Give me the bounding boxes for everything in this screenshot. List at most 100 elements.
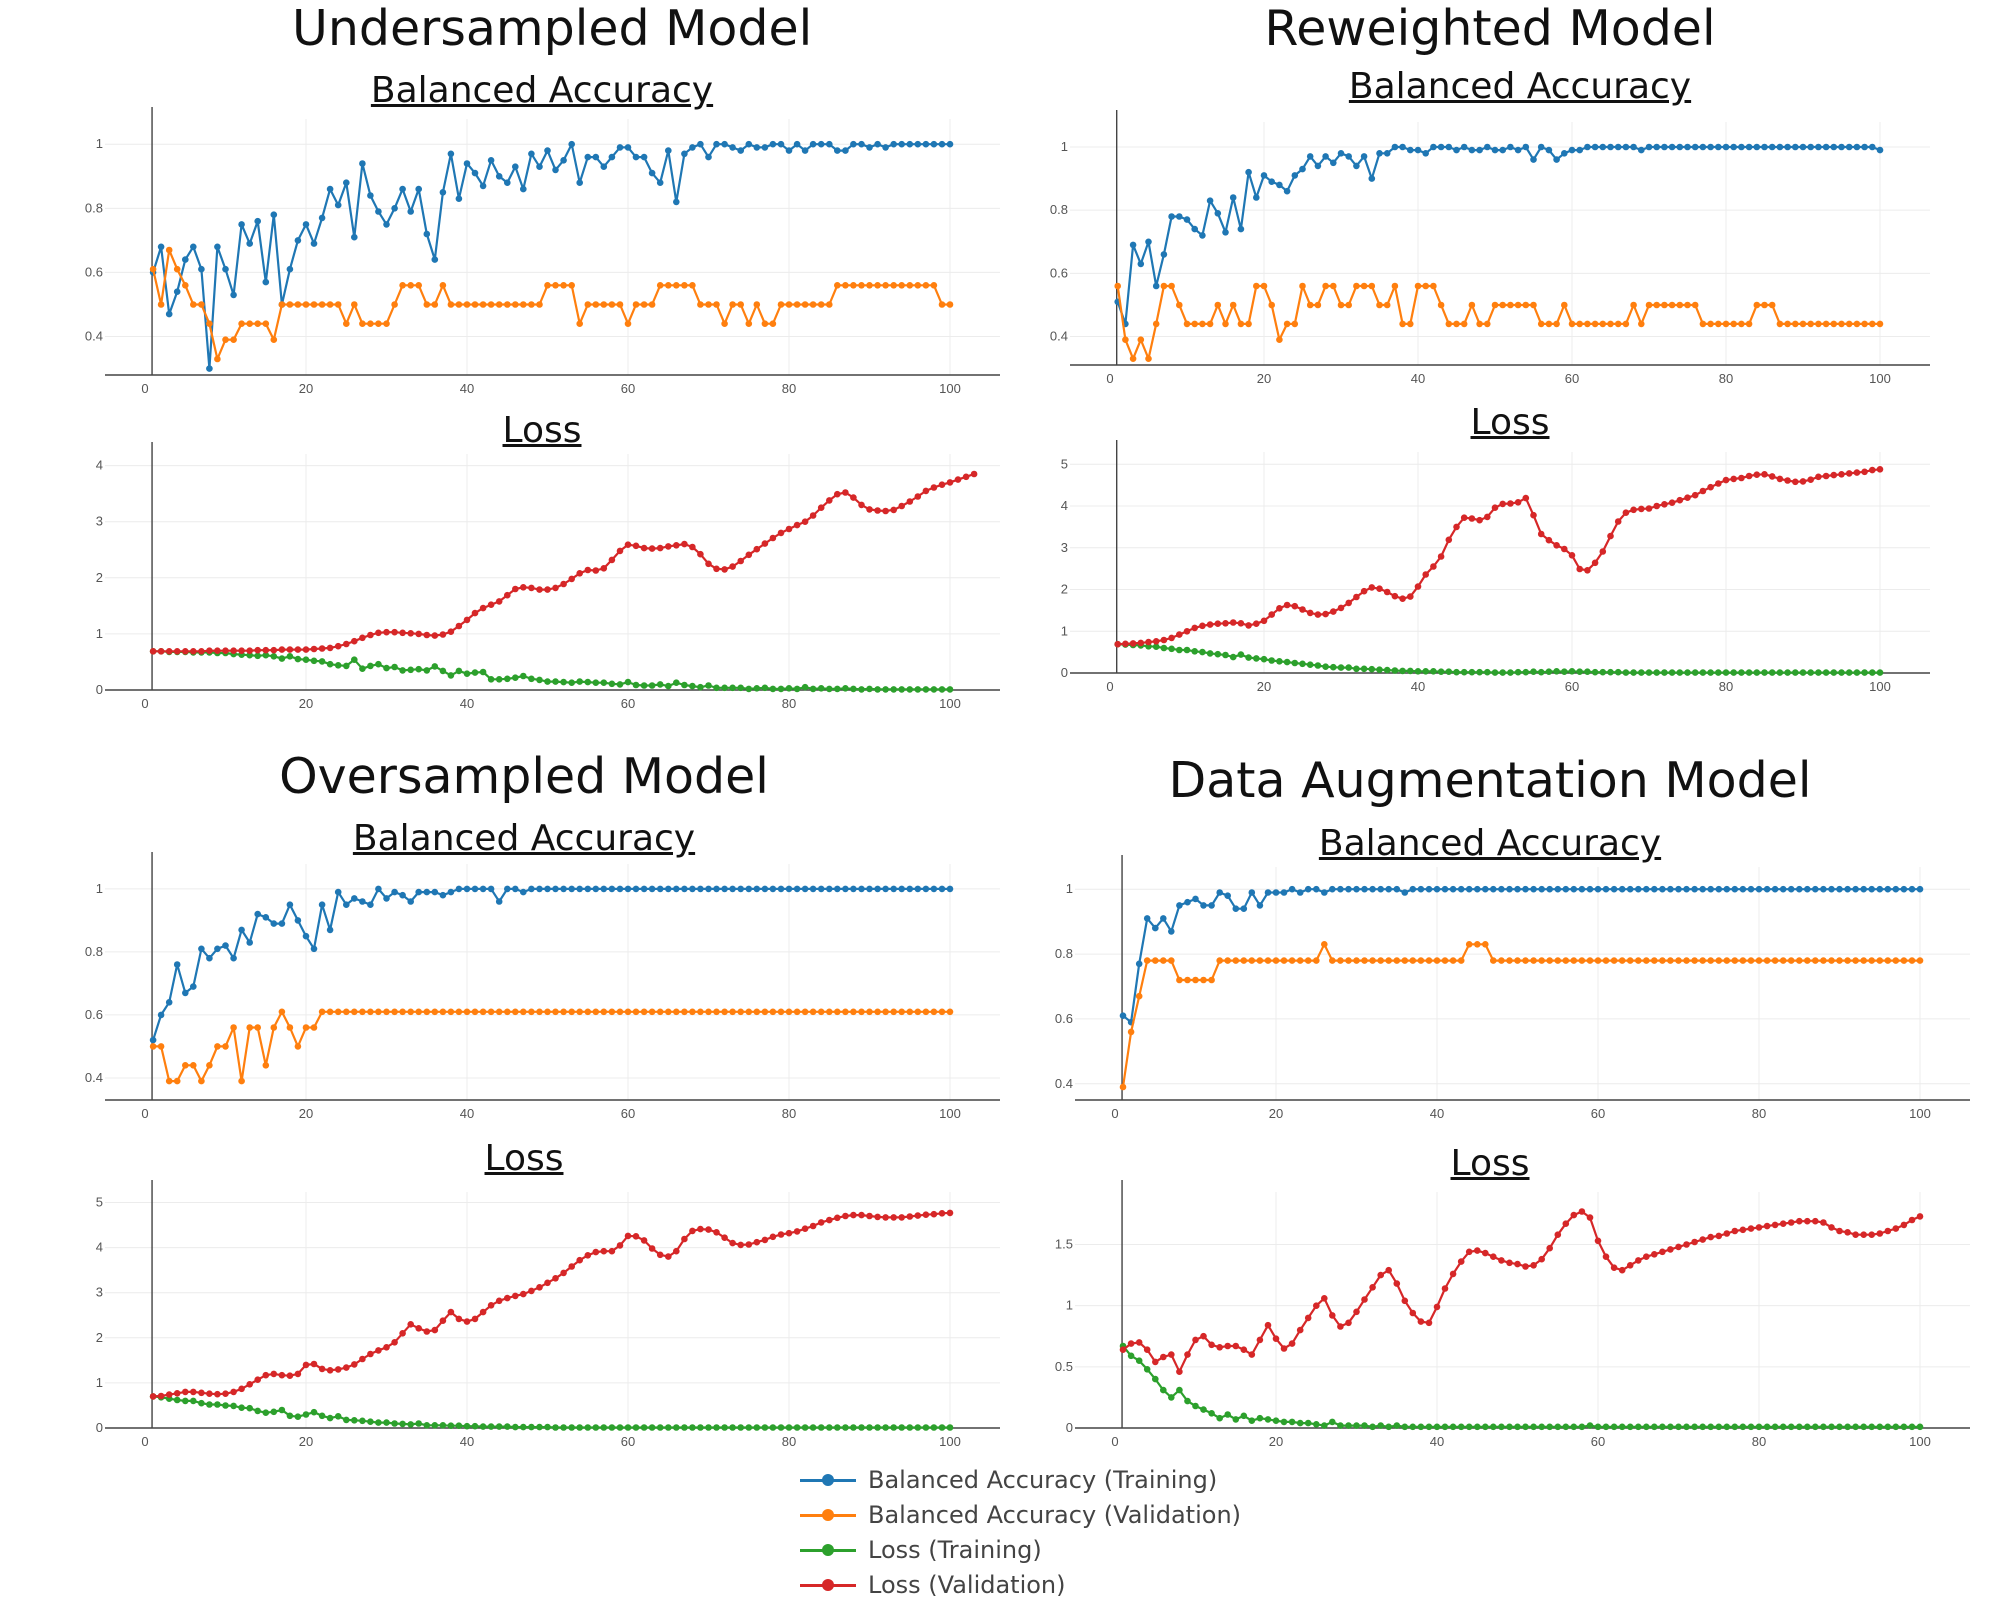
data-point — [1214, 210, 1222, 217]
data-point — [246, 320, 253, 328]
legend-item[interactable]: Balanced Accuracy (Training) — [800, 1462, 1241, 1497]
data-point — [640, 682, 648, 689]
data-point — [1385, 1423, 1392, 1431]
data-point — [471, 169, 479, 177]
data-point — [1409, 1423, 1417, 1431]
data-point — [383, 320, 390, 328]
data-point — [1916, 957, 1924, 964]
data-point — [793, 521, 801, 529]
legend-item[interactable]: Loss (Validation) — [800, 1567, 1241, 1602]
data-point — [1522, 1263, 1529, 1270]
data-point — [1546, 1244, 1553, 1252]
data-point — [1707, 957, 1714, 964]
x-tick-label: 40 — [1430, 1434, 1444, 1449]
data-point — [1383, 588, 1391, 596]
data-point — [616, 301, 624, 308]
data-point — [946, 1209, 954, 1217]
data-point — [1799, 143, 1807, 151]
data-point — [1538, 885, 1545, 893]
data-point — [1383, 666, 1391, 674]
data-point — [1659, 885, 1666, 893]
data-point — [1607, 532, 1614, 540]
data-point — [1614, 143, 1622, 151]
data-point — [1844, 1423, 1851, 1431]
data-point — [1845, 470, 1853, 477]
data-point — [270, 1024, 278, 1031]
legend-item[interactable]: Loss (Training) — [800, 1532, 1241, 1567]
data-point — [1651, 1423, 1658, 1431]
data-point — [536, 1008, 543, 1016]
data-point — [1900, 1423, 1908, 1431]
data-point — [1260, 282, 1268, 290]
data-point — [1417, 957, 1425, 964]
data-point — [1283, 601, 1291, 609]
legend-item[interactable]: Balanced Accuracy (Validation) — [800, 1497, 1241, 1532]
data-point — [1430, 668, 1437, 675]
data-point — [471, 609, 479, 617]
data-point — [1602, 885, 1610, 893]
data-point — [1661, 143, 1668, 151]
data-point — [681, 150, 688, 158]
data-point — [1779, 1423, 1787, 1431]
data-point — [1321, 889, 1328, 896]
data-point — [463, 160, 471, 167]
data-point — [512, 885, 519, 893]
data-point — [1731, 1423, 1739, 1431]
data-point — [1229, 194, 1237, 201]
data-point — [1747, 885, 1755, 893]
data-point — [1614, 668, 1622, 676]
data-point — [1635, 1423, 1642, 1431]
data-point — [214, 1043, 221, 1050]
data-point — [1361, 1422, 1368, 1429]
data-point — [1578, 885, 1586, 893]
data-point — [1296, 1419, 1304, 1427]
data-point — [1224, 1342, 1231, 1350]
data-point — [842, 489, 849, 496]
data-point — [705, 885, 712, 893]
data-point — [1322, 153, 1329, 160]
legend-swatch — [800, 1538, 856, 1562]
data-point — [1844, 957, 1851, 964]
data-point — [568, 1008, 575, 1016]
data-point — [1554, 1423, 1562, 1431]
data-point — [1653, 143, 1660, 151]
data-point — [616, 547, 624, 555]
data-point — [737, 147, 744, 154]
data-point — [1457, 1423, 1465, 1431]
data-point — [665, 682, 672, 690]
legend-swatch — [800, 1573, 856, 1597]
y-tick-label: 0.8 — [85, 944, 103, 959]
data-point — [254, 1024, 261, 1031]
data-point — [729, 1424, 736, 1431]
x-tick-label: 0 — [141, 696, 148, 711]
data-point — [1836, 885, 1843, 893]
data-point — [1522, 143, 1530, 151]
data-point — [729, 684, 736, 692]
data-point — [1304, 957, 1312, 964]
y-tick-label: 0.5 — [1055, 1359, 1073, 1374]
data-point — [1755, 1423, 1763, 1431]
data-point — [1599, 143, 1607, 151]
data-point — [914, 686, 922, 693]
x-tick-label: 0 — [1111, 1434, 1118, 1449]
data-point — [1653, 301, 1660, 309]
data-point — [1860, 1231, 1867, 1238]
data-point — [262, 646, 270, 654]
data-point — [1630, 669, 1637, 676]
data-point — [673, 679, 680, 686]
data-point — [777, 529, 785, 537]
data-point — [423, 230, 431, 238]
data-point — [367, 1350, 374, 1358]
series-line — [152, 887, 950, 1041]
data-point — [1668, 301, 1676, 309]
data-point — [504, 1008, 511, 1016]
data-point — [689, 1008, 696, 1016]
data-point — [568, 1263, 575, 1270]
data-point — [173, 1390, 181, 1397]
data-point — [882, 507, 889, 515]
data-point — [648, 1245, 656, 1252]
x-tick-label: 20 — [1269, 1434, 1283, 1449]
data-point — [1283, 187, 1291, 195]
data-point — [938, 885, 946, 893]
data-point — [737, 301, 744, 308]
